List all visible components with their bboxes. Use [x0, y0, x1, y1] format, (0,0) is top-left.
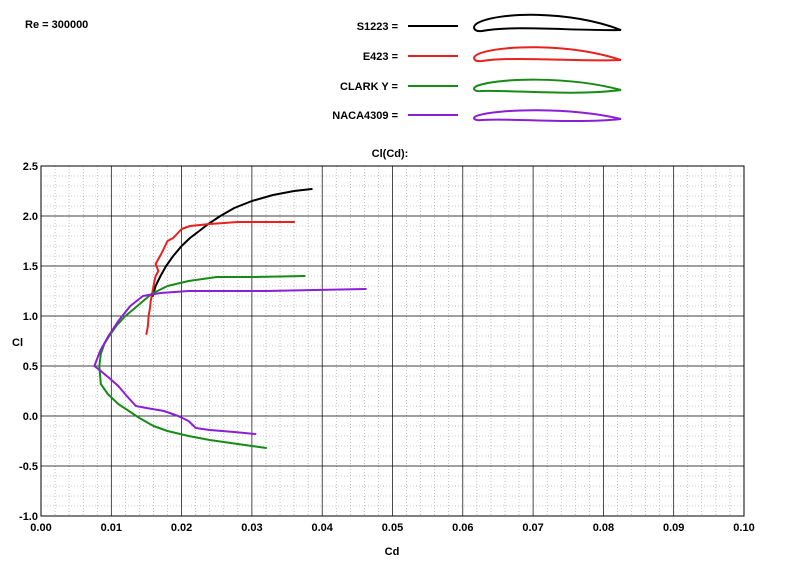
x-axis-label: Cd	[385, 546, 400, 558]
series-line-naca4309	[93, 288, 367, 435]
x-tick-label: 0.07	[522, 522, 543, 534]
airfoil-shape-icon	[473, 78, 622, 94]
legend-label: S1223 =	[357, 21, 398, 33]
y-tick-label: 1.5	[23, 261, 38, 273]
series-line-e423	[145, 221, 296, 335]
x-tick-label: 0.00	[30, 522, 51, 534]
y-tick-label: 0.5	[23, 361, 38, 373]
legend-label: E423 =	[363, 51, 398, 63]
grid	[40, 165, 745, 517]
series-lines	[93, 188, 367, 449]
x-tick-label: 0.09	[663, 522, 684, 534]
airfoil-shape-icon	[473, 13, 622, 33]
x-tick-label: 0.01	[101, 522, 122, 534]
airfoil-shape-icon	[473, 46, 622, 63]
x-tick-label: 0.04	[311, 522, 333, 534]
y-tick-label: 1.0	[23, 311, 38, 323]
y-tick-label: 0.0	[23, 411, 38, 423]
reynolds-annotation: Re = 300000	[25, 19, 88, 31]
plot-frame	[40, 165, 745, 517]
x-tick-label: 0.08	[593, 522, 614, 534]
x-tick-label: 0.02	[171, 522, 192, 534]
y-tick-label: -1.0	[19, 511, 38, 523]
x-tick-label: 0.06	[452, 522, 473, 534]
x-tick-label: 0.10	[733, 522, 754, 534]
y-tick-label: 2.5	[23, 161, 38, 173]
axis-ticks: 0.00 0.01 0.02 0.03 0.04 0.05 0.06 0.07 0.08 0.09…	[19, 161, 755, 534]
y-tick-label: -0.5	[19, 461, 38, 473]
legend: S1223 = E423 = CLARK Y = NACA4309 =	[332, 13, 622, 123]
chart-title: Cl(Cd):	[372, 148, 409, 160]
series-line-s1223	[151, 188, 313, 297]
y-axis-label: Cl	[12, 337, 23, 349]
airfoil-shape-icon	[473, 109, 622, 123]
legend-label: CLARK Y =	[340, 81, 398, 93]
series-line-clark-y	[98, 275, 306, 449]
y-tick-label: 2.0	[23, 211, 38, 223]
legend-label: NACA4309 =	[332, 110, 398, 122]
x-tick-label: 0.03	[241, 522, 262, 534]
x-tick-label: 0.05	[382, 522, 403, 534]
